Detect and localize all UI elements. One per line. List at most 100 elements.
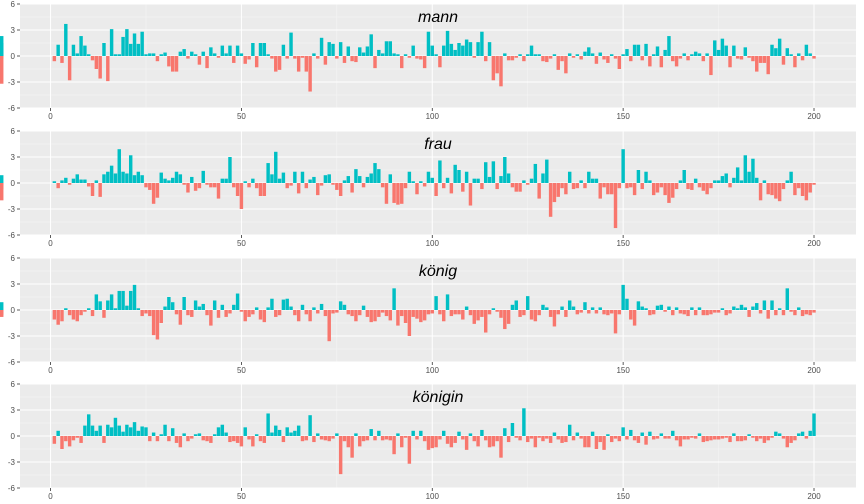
bar (197, 56, 202, 65)
bar (613, 310, 618, 334)
bar (701, 436, 706, 443)
bar (136, 171, 141, 183)
bar (529, 45, 534, 56)
bar (415, 310, 419, 319)
bar (545, 56, 549, 63)
bar (400, 56, 404, 69)
bar (636, 301, 641, 310)
bar (52, 56, 57, 62)
bar (682, 310, 686, 315)
bar (174, 310, 179, 315)
bar (148, 310, 152, 317)
bar (640, 56, 644, 61)
bar (529, 310, 534, 320)
bar (438, 160, 442, 183)
y-tick-label: 0 (11, 52, 16, 61)
bar (567, 53, 572, 56)
bar (640, 183, 644, 190)
bar (476, 178, 480, 183)
bar (243, 56, 247, 64)
bar (140, 31, 144, 56)
bar (125, 29, 129, 56)
bar (243, 181, 247, 183)
bar (797, 307, 801, 310)
bar (79, 36, 83, 56)
bar (67, 183, 72, 185)
bar (472, 56, 476, 58)
bar (254, 434, 259, 436)
bar (709, 183, 713, 189)
x-tick-label: 50 (237, 239, 246, 248)
bar (537, 54, 541, 56)
bar (186, 310, 190, 316)
bar (178, 174, 183, 183)
bar (262, 183, 267, 196)
x-tick-label: 200 (807, 239, 821, 248)
bar (625, 49, 629, 56)
bar (285, 427, 289, 436)
bar (151, 432, 156, 436)
bar (358, 47, 362, 56)
bar (732, 45, 736, 56)
bar (56, 310, 60, 325)
bar (785, 288, 790, 310)
bar (270, 432, 274, 436)
bar (148, 436, 152, 442)
bar (674, 183, 679, 190)
bar (212, 300, 217, 310)
bar (281, 299, 286, 310)
bar (812, 310, 816, 313)
bar (503, 157, 507, 183)
bar (170, 428, 175, 436)
bar (342, 304, 347, 310)
x-tick-label: 150 (616, 239, 630, 248)
bar (781, 56, 786, 65)
bar (518, 183, 522, 192)
bar (461, 183, 465, 192)
bar (613, 56, 618, 59)
bar (674, 307, 679, 310)
bar (621, 427, 625, 436)
bar (468, 310, 473, 316)
bar (216, 427, 221, 436)
bar (808, 53, 812, 56)
bar (735, 56, 740, 59)
bar (167, 436, 171, 442)
bar (693, 51, 698, 56)
bar (651, 54, 656, 56)
bar (361, 305, 366, 310)
bar (327, 42, 331, 56)
bar (254, 307, 259, 310)
bar (319, 303, 324, 310)
bar (335, 183, 339, 190)
bar (190, 310, 194, 317)
bar (400, 436, 404, 448)
bar (201, 303, 205, 310)
bar (258, 43, 263, 56)
bar (663, 49, 667, 56)
bar (235, 45, 240, 56)
bar (79, 310, 83, 316)
bar (136, 430, 141, 436)
bar (205, 436, 209, 442)
bar (338, 436, 343, 475)
bar (415, 183, 419, 195)
bar (170, 302, 175, 310)
bar (533, 436, 538, 448)
bar (251, 178, 255, 183)
bar (617, 183, 622, 189)
bar (655, 305, 660, 310)
y-tick-label: -3 (8, 332, 16, 341)
bar (0, 56, 4, 84)
bar (121, 431, 125, 436)
bar (705, 183, 709, 195)
bar (533, 163, 538, 183)
bar (648, 180, 652, 183)
bar (304, 56, 309, 72)
bar (743, 47, 748, 56)
bar (781, 183, 786, 190)
bar (514, 183, 518, 192)
bar (789, 171, 793, 183)
bar (266, 163, 270, 183)
